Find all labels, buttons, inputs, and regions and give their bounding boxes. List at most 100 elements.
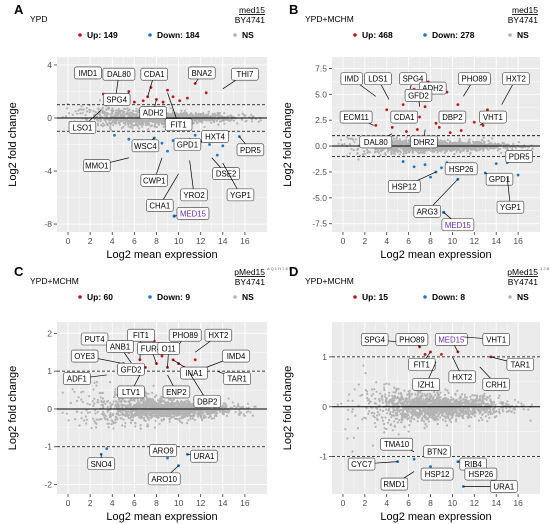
ns-point: [106, 418, 109, 421]
legend: Up: 15 Down: 8 NS: [353, 292, 529, 302]
ns-point: [169, 398, 172, 401]
gene-label: YGP1: [500, 203, 521, 212]
gene-label: DAL80: [364, 138, 389, 147]
ns-point: [418, 151, 421, 154]
ns-point: [85, 107, 88, 110]
ns-point: [202, 112, 205, 115]
x-tick-label: 14: [491, 236, 501, 246]
up-point: [423, 105, 427, 109]
ns-point: [500, 151, 503, 155]
ns-point: [95, 381, 99, 384]
gene-label: THI7: [236, 70, 253, 79]
ns-point: [117, 398, 120, 401]
gene-label: SNO4: [91, 460, 113, 469]
ns-point: [213, 417, 216, 420]
ns-point: [109, 412, 112, 415]
x-tick-label: 12: [196, 498, 206, 508]
ns-point: [397, 149, 400, 152]
condition-label: YPD+MCHM: [30, 276, 79, 286]
ns-point: [178, 410, 181, 413]
up-point: [166, 88, 169, 92]
y-axis-label: Log2 fold change: [282, 102, 294, 186]
ns-point: [110, 423, 113, 426]
gene-label: GFD2: [408, 91, 429, 100]
ns-point: [136, 404, 139, 407]
ns-point: [107, 422, 110, 425]
ns-point: [396, 421, 399, 424]
ns-point: [108, 408, 111, 412]
gene-label: ARO9: [152, 447, 173, 456]
ns-point: [92, 404, 95, 407]
ns-point: [169, 413, 172, 416]
gene-label-box: [131, 139, 160, 153]
up-point: [160, 354, 164, 358]
ns-point: [204, 113, 207, 117]
ns-point: [104, 402, 107, 406]
ns-point: [194, 119, 197, 122]
y-tick-label: 4: [47, 60, 52, 70]
ns-point: [69, 401, 72, 405]
ns-point: [149, 404, 152, 407]
ns-point: [481, 139, 484, 142]
gene-label: SPG4: [403, 75, 424, 84]
ns-point: [502, 142, 506, 145]
ns-point: [121, 119, 124, 123]
ns-point: [364, 417, 367, 420]
ns-point: [138, 401, 141, 404]
ns-point: [61, 411, 64, 414]
ns-point: [101, 412, 104, 416]
ns-point: [134, 110, 138, 113]
up-point: [155, 98, 158, 101]
panel-letter: D: [289, 264, 298, 279]
ns-point: [187, 410, 190, 413]
ns-point: [348, 152, 352, 155]
gene-label: GPD1: [489, 175, 510, 184]
gene-label-box: [204, 328, 233, 342]
ns-point: [117, 410, 120, 413]
ns-point: [139, 424, 142, 427]
ns-point: [119, 110, 122, 113]
condition-label: YPD+MCHM: [305, 276, 354, 286]
ns-point: [137, 109, 140, 112]
gene-label-box: [74, 66, 102, 80]
ns-point: [76, 112, 79, 115]
gene-label-box: [188, 66, 216, 80]
ns-point: [349, 137, 352, 140]
ns-point: [531, 147, 534, 151]
ns-point: [155, 126, 158, 129]
ns-point: [115, 416, 118, 419]
x-tick-label: 2: [88, 498, 93, 508]
legend-up-marker: [78, 295, 82, 299]
ns-point: [146, 409, 149, 413]
ns-point: [99, 120, 102, 123]
ns-point: [98, 418, 101, 421]
ns-point: [122, 418, 125, 421]
ns-point: [184, 112, 187, 115]
ns-point: [151, 415, 154, 418]
ns-point: [493, 142, 497, 145]
ns-point: [234, 410, 237, 414]
ns-point: [134, 422, 137, 425]
ns-point: [180, 412, 183, 415]
ns-point: [97, 108, 100, 111]
ns-point: [482, 147, 485, 151]
ns-point: [113, 122, 116, 125]
gene-label: ADH2: [143, 109, 164, 118]
ns-point: [112, 422, 115, 425]
ns-point: [160, 418, 163, 421]
ns-point: [180, 400, 183, 403]
ns-point: [146, 398, 149, 401]
legend-down-label: Down: 278: [432, 30, 475, 40]
up-point: [390, 126, 394, 129]
ns-point: [452, 148, 456, 152]
ns-point: [129, 421, 133, 424]
ns-point: [473, 142, 477, 145]
ns-point: [65, 115, 68, 118]
y-tick-label: -2: [44, 480, 52, 490]
ns-point: [211, 112, 214, 115]
ns-point: [95, 115, 98, 118]
gene-label: ENP2: [166, 388, 186, 397]
ns-point: [337, 142, 340, 145]
ns-point: [80, 411, 83, 414]
ns-point: [124, 400, 127, 403]
